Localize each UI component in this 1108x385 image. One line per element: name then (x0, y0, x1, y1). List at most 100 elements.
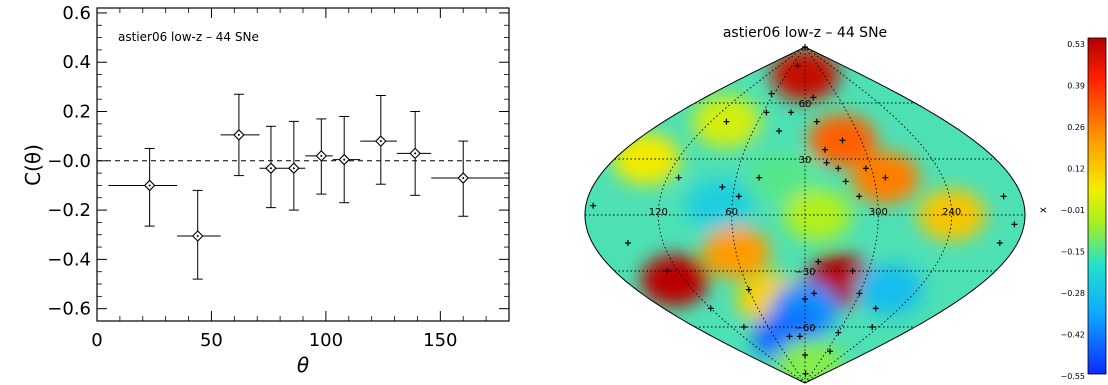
colorbar-tick-label: 0.12 (1067, 165, 1085, 174)
y-tick-label: 0.2 (62, 102, 91, 123)
data-point (177, 189, 221, 280)
supernova-marker (869, 324, 876, 330)
x-axis-label: θ (297, 353, 309, 377)
supernova-marker (802, 370, 809, 377)
marker-center (462, 177, 465, 180)
supernova-marker (882, 174, 889, 181)
data-point (305, 118, 333, 195)
supernova-marker (707, 305, 714, 312)
latitude-label: −60 (794, 323, 815, 334)
supernova-marker (856, 290, 863, 297)
supernova-markers (590, 44, 1018, 377)
plot-frame (96, 7, 510, 322)
data-point (220, 93, 260, 177)
longitude-label: 60 (725, 207, 738, 218)
supernova-marker (827, 348, 834, 355)
supernova-marker (862, 165, 869, 172)
supernova-marker (740, 324, 747, 330)
data-point (431, 140, 509, 217)
longitude-labels: 120 60 300 240 (649, 207, 961, 218)
marker-center (320, 154, 323, 157)
marker-center (343, 158, 346, 161)
supernova-marker (763, 109, 770, 116)
data-point (108, 147, 178, 227)
supernova-marker (802, 352, 808, 358)
supernova-marker (822, 146, 829, 153)
longitude-line (657, 46, 806, 384)
map-hotspot (855, 263, 924, 316)
supernova-marker (719, 184, 726, 190)
y-tick-label: −0.4 (47, 249, 91, 270)
colorbar-tick-label: −0.15 (1060, 248, 1085, 257)
colorbar-gradient (1087, 37, 1107, 375)
supernova-marker (872, 305, 879, 312)
supernova-marker (786, 333, 793, 340)
data-point (332, 115, 361, 204)
supernova-marker (794, 62, 801, 69)
supernova-marker (811, 290, 818, 297)
supernova-marker (664, 268, 671, 274)
supernova-marker (787, 109, 794, 116)
colorbar-tick-label: 0.53 (1067, 40, 1085, 49)
supernova-marker (590, 202, 597, 209)
y-axis-ticks: −0.6 −0.4 −0.2 −0.0 0.2 0.4 0.6 (47, 3, 509, 320)
colorbar-tick-label: 0.39 (1067, 82, 1085, 91)
supernova-marker (1000, 193, 1007, 200)
supernova-marker (802, 44, 808, 50)
correlation-plot: astier06 low-z – 44 SNe 0 50 100 150 −0.6−0… (21, 3, 510, 377)
longitude-line (804, 46, 953, 384)
supernova-marker (813, 118, 820, 125)
y-tick-label: −0.2 (47, 200, 91, 221)
x-tick-label: 50 (200, 330, 223, 351)
y-tick-label: −0.0 (47, 151, 91, 172)
supernova-marker (996, 240, 1003, 246)
colorbar-ticks: 0.53 0.39 0.26 0.12 −0.01 −0.15 −0.28 −0.42 −0.5… (1060, 40, 1085, 381)
map-fill (612, 49, 986, 383)
y-tick-label: 0.6 (62, 3, 91, 24)
y-tick-label: 0.4 (62, 52, 91, 73)
longitude-label: 240 (942, 207, 961, 218)
supernova-marker (849, 268, 856, 274)
supernova-marker (835, 165, 842, 172)
latitude-labels: 60 30 −30 −60 (794, 99, 815, 334)
supernova-marker (723, 118, 730, 125)
latitude-label: −30 (794, 267, 815, 278)
supernova-marker (756, 174, 763, 181)
map-hotspot (685, 179, 754, 232)
marker-center (237, 133, 240, 136)
data-point (282, 120, 306, 211)
latitude-label: 60 (799, 99, 812, 110)
longitude-label: 120 (649, 207, 668, 218)
data-point (396, 111, 432, 196)
supernova-marker (802, 296, 808, 302)
map-grid (585, 46, 1025, 384)
colorbar-tick-label: −0.42 (1060, 331, 1085, 340)
latitude-label: 30 (799, 155, 812, 166)
map-hotspot (612, 133, 681, 185)
longitude-label: 300 (869, 207, 888, 218)
marker-center (379, 140, 382, 143)
supernova-marker (839, 137, 846, 144)
marker-center (269, 167, 272, 170)
colorbar: 0.53 0.39 0.26 0.12 −0.01 −0.15 −0.28 −0.42 −0.5… (1038, 37, 1107, 381)
supernova-marker (1011, 221, 1018, 228)
supernova-marker (675, 174, 682, 181)
supernova-marker (745, 286, 752, 293)
supernova-marker (810, 94, 817, 101)
marker-center (414, 152, 417, 155)
supernova-marker (796, 333, 803, 340)
map-title: astier06 low-z – 44 SNe (723, 25, 887, 41)
supernova-marker (768, 90, 775, 97)
y-axis-label: C(θ) (21, 144, 45, 186)
error-bars (108, 93, 509, 280)
x-tick-label: 100 (309, 330, 343, 351)
marker-center (148, 184, 151, 187)
supernova-marker (815, 258, 822, 265)
x-axis-ticks: 0 50 100 150 (91, 8, 487, 351)
supernova-marker (835, 329, 842, 336)
supernova-marker (823, 159, 830, 166)
marker-center (292, 167, 295, 170)
colorbar-tick-label: −0.01 (1060, 206, 1085, 215)
map-hotspot (640, 254, 709, 307)
